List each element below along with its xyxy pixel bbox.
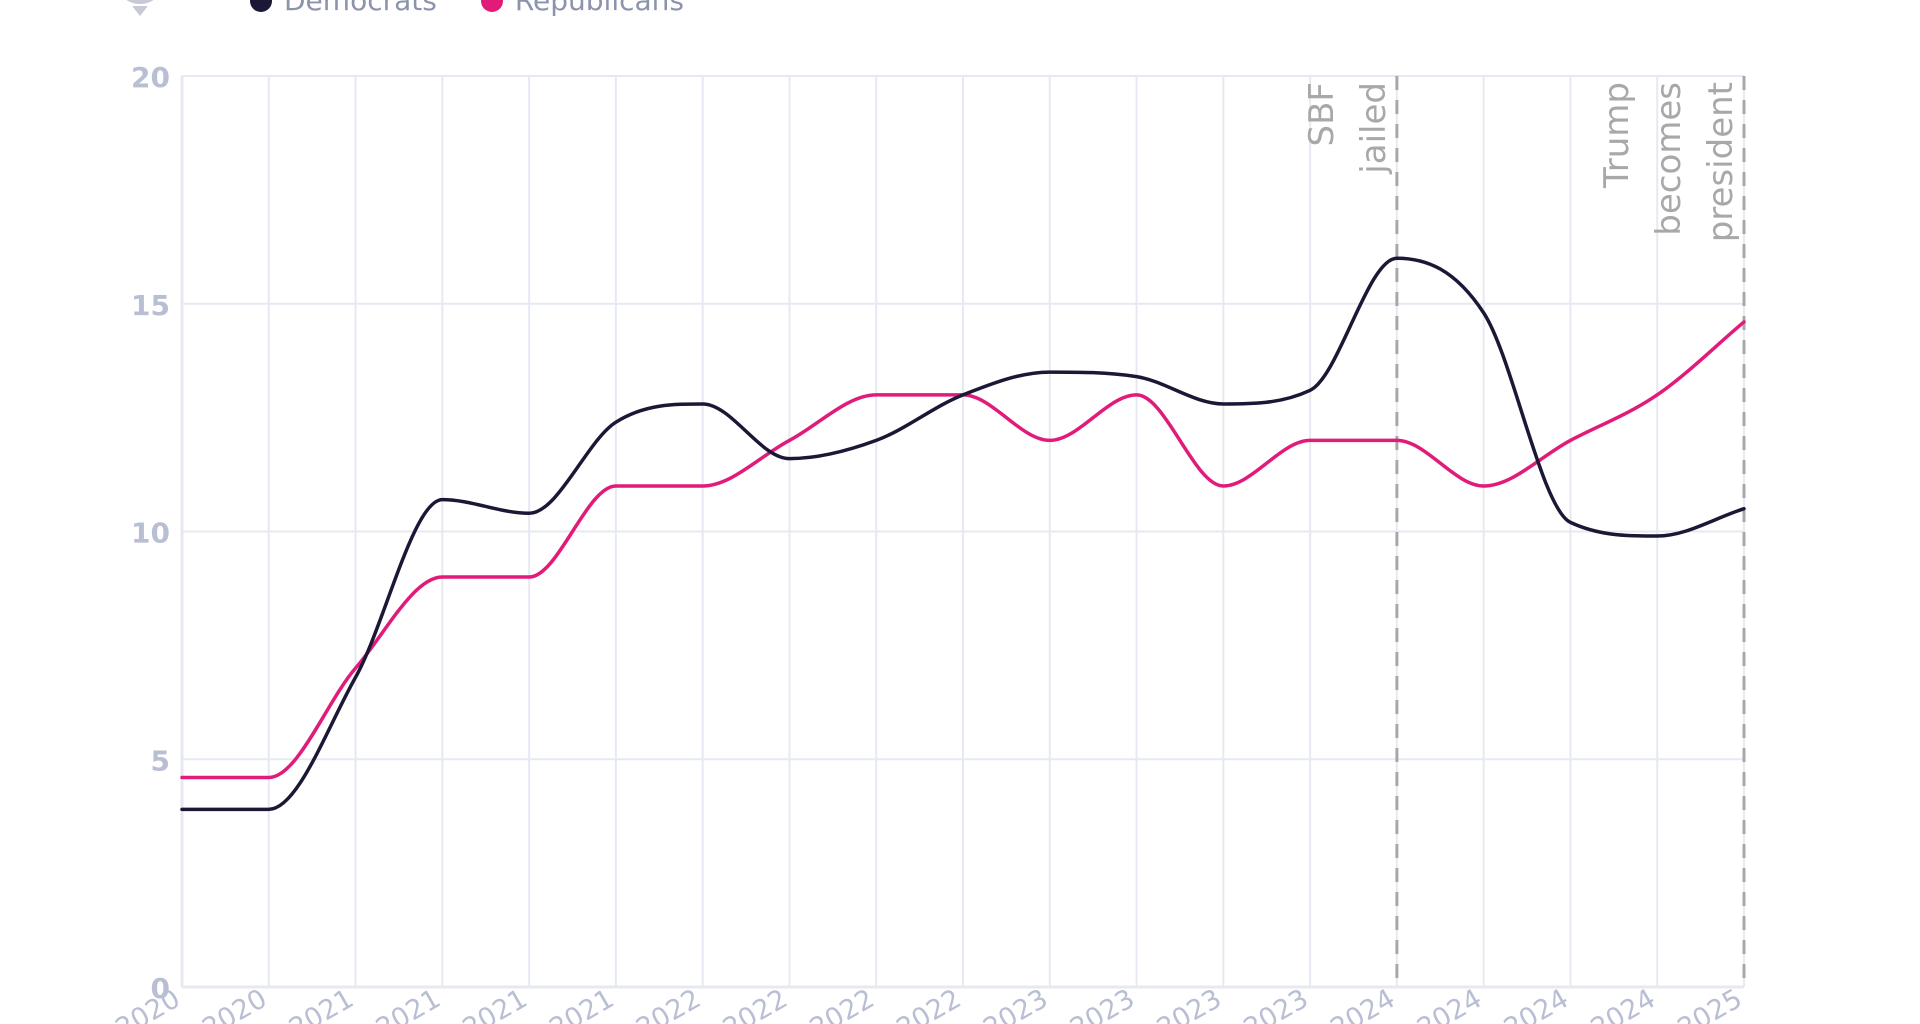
data-point-republicans: [613, 483, 619, 489]
x-tick-label: 2020: [110, 983, 185, 1024]
x-tick-label: 2024: [1586, 983, 1661, 1024]
y-axis: 0 5 10 15 20: [131, 61, 170, 1005]
legend-dot-democrats: [250, 0, 272, 12]
x-tick-label: 2022: [718, 983, 793, 1024]
data-point-democrats: [1654, 533, 1660, 539]
x-tick-label: 2023: [978, 983, 1053, 1024]
x-tick-label: 2024: [1499, 983, 1574, 1024]
x-tick-label: 2022: [891, 983, 966, 1024]
legend-dot-republicans: [480, 0, 503, 12]
x-tick-label: 2022: [631, 983, 706, 1024]
x-tick-label: 2021: [458, 983, 533, 1024]
legend-label-democrats: Democrats: [284, 0, 437, 17]
download-icon[interactable]: [118, 0, 162, 22]
data-point-republicans: [1134, 392, 1140, 398]
data-point-republicans: [786, 437, 792, 443]
data-point-democrats: [1220, 401, 1226, 407]
x-tick-label: 2023: [1065, 983, 1140, 1024]
x-tick-label: 2025: [1672, 983, 1747, 1024]
legend-item-democrats[interactable]: Democrats: [250, 0, 437, 17]
legend-item-republicans[interactable]: Republicans: [480, 0, 684, 17]
data-point-democrats: [960, 392, 966, 398]
data-point-republicans: [1220, 483, 1226, 489]
data-point-democrats: [873, 437, 879, 443]
chart-annotations: SBF jailed Trump becomes president: [1302, 76, 1746, 987]
data-point-republicans: [1654, 392, 1660, 398]
data-point-republicans: [1047, 437, 1053, 443]
data-point-democrats: [353, 674, 359, 680]
series-line-democrats: [180, 256, 1746, 812]
data-point-democrats: [1481, 310, 1487, 316]
data-point-republicans: [1567, 437, 1573, 443]
x-tick-label: 2021: [371, 983, 446, 1024]
data-point-democrats: [1134, 374, 1140, 380]
x-tick-label: 2022: [805, 983, 880, 1024]
x-tick-label: 2023: [1152, 983, 1227, 1024]
annotation-label: president: [1701, 82, 1741, 242]
data-point-democrats: [179, 806, 185, 812]
data-point-republicans: [526, 574, 532, 580]
data-point-democrats: [439, 497, 445, 503]
data-point-republicans: [700, 483, 706, 489]
x-tick-label: 2020: [197, 983, 272, 1024]
x-axis: 2020 2020 2021 2021 2021 2021 2022 2022 2022 2022…: [110, 983, 1747, 1024]
annotation-label: jailed: [1354, 82, 1394, 175]
data-point-democrats: [266, 806, 272, 812]
data-point-republicans: [1741, 319, 1747, 325]
annotation-label: Trump: [1597, 82, 1637, 189]
x-tick-label: 2021: [284, 983, 359, 1024]
data-point-democrats: [786, 456, 792, 462]
y-tick-label: 10: [131, 517, 170, 550]
data-point-republicans: [1394, 437, 1400, 443]
data-point-democrats: [613, 419, 619, 425]
y-tick-label: 5: [151, 744, 170, 777]
data-point-republicans: [179, 774, 185, 780]
data-point-democrats: [700, 401, 706, 407]
data-point-republicans: [439, 574, 445, 580]
x-tick-label: 2021: [544, 983, 619, 1024]
data-point-republicans: [1481, 483, 1487, 489]
x-tick-label: 2023: [1239, 983, 1314, 1024]
legend-label-republicans: Republicans: [514, 0, 684, 17]
data-point-republicans: [1307, 437, 1313, 443]
data-point-democrats: [1047, 369, 1053, 375]
data-point-democrats: [1741, 506, 1747, 512]
chart-series: [179, 255, 1747, 812]
chart-legend: Democrats Republicans: [250, 0, 684, 17]
x-tick-label: 2024: [1412, 983, 1487, 1024]
y-tick-label: 20: [131, 61, 170, 94]
chart-grid: [180, 75, 1745, 989]
data-point-republicans: [873, 392, 879, 398]
y-tick-label: 15: [131, 289, 170, 322]
annotation-label: becomes: [1649, 82, 1689, 236]
annotation-label: SBF: [1302, 82, 1342, 146]
data-point-democrats: [1394, 255, 1400, 261]
y-tick-label: 0: [151, 972, 170, 1005]
data-point-democrats: [526, 510, 532, 516]
data-point-republicans: [266, 774, 272, 780]
data-point-democrats: [1307, 387, 1313, 393]
x-tick-label: 2024: [1325, 983, 1400, 1024]
data-point-democrats: [1567, 519, 1573, 525]
